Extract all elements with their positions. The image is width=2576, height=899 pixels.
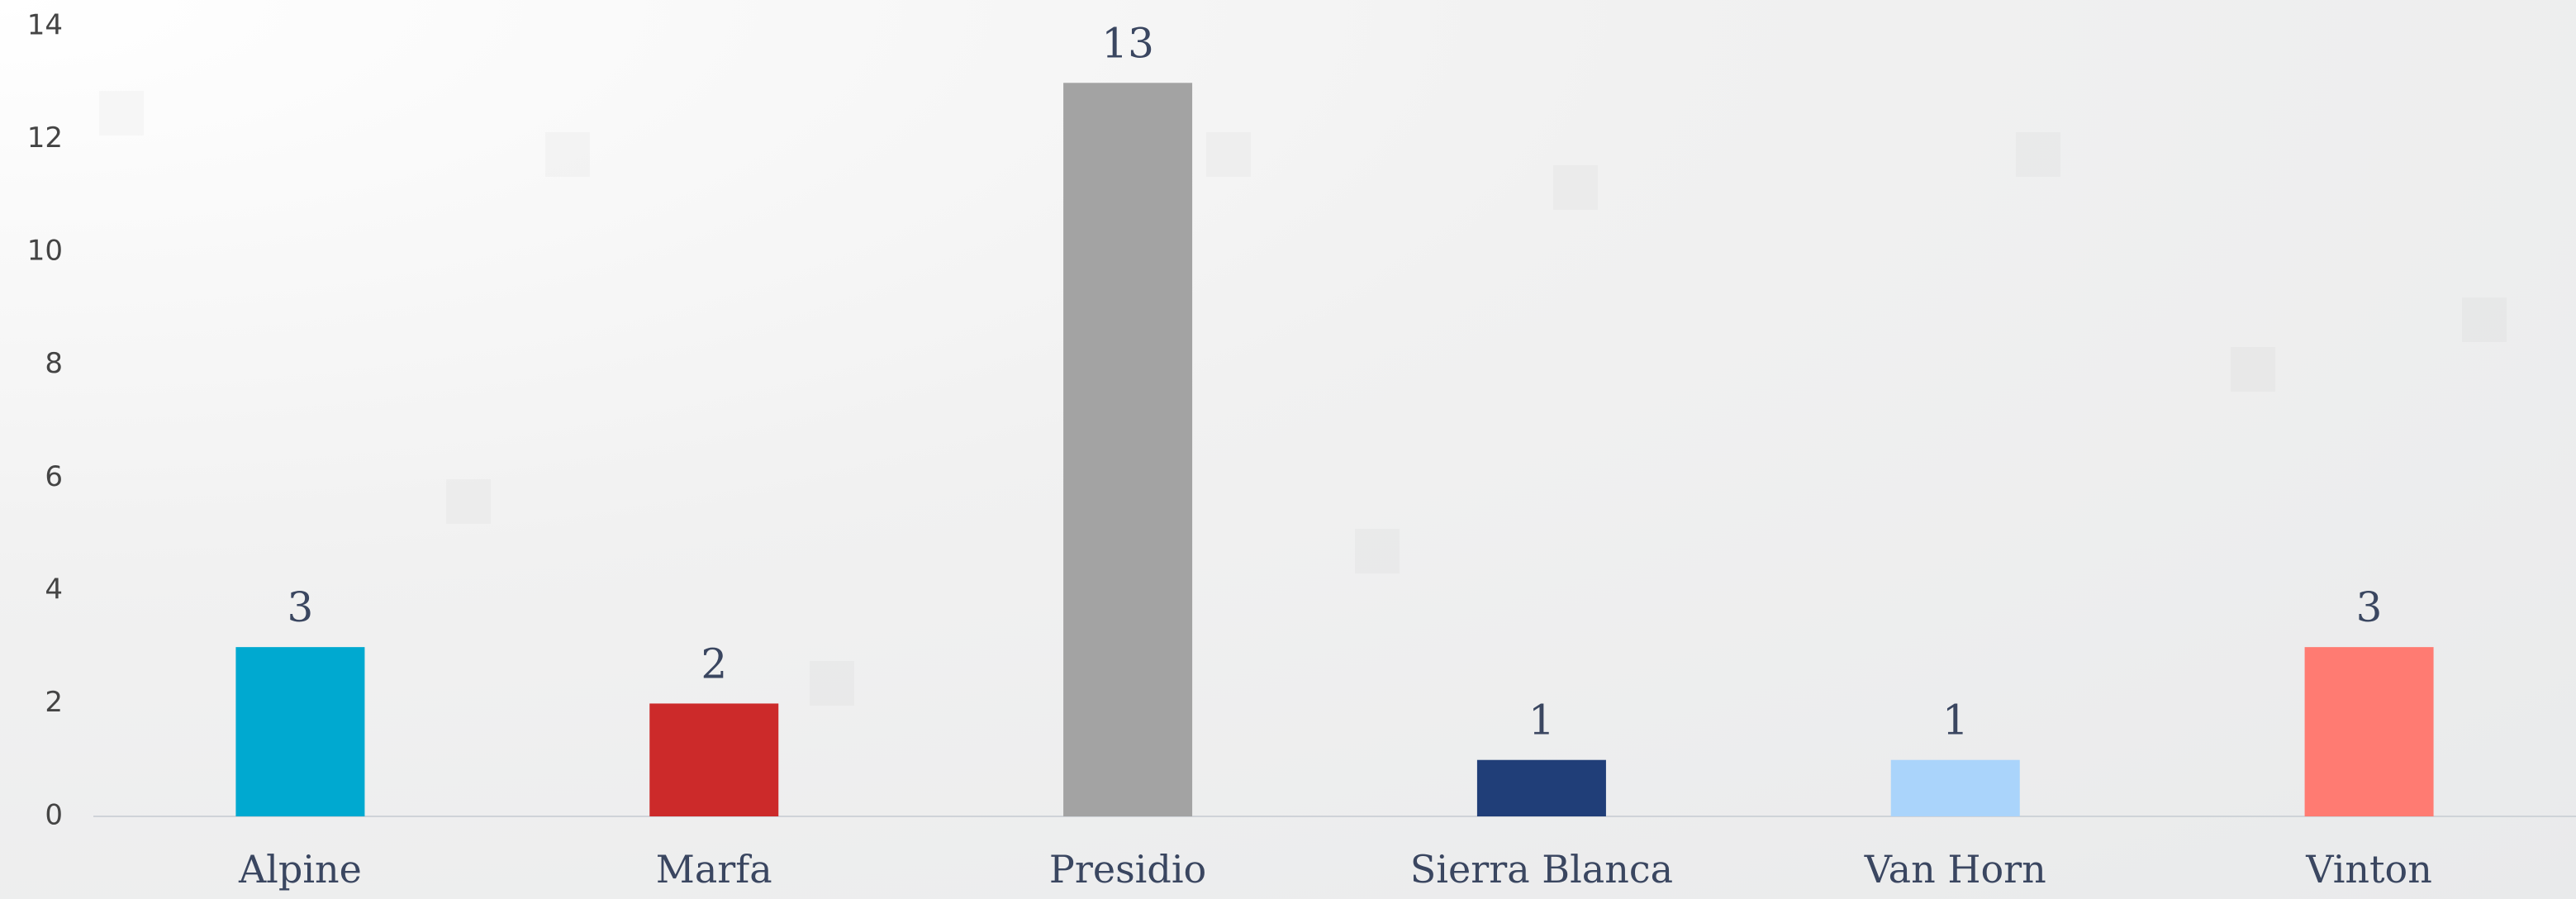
- x-tick-label: Vinton: [2305, 847, 2432, 892]
- y-tick-label: 6: [45, 460, 63, 493]
- y-tick-label: 8: [45, 347, 63, 380]
- y-tick-label: 14: [27, 9, 63, 42]
- x-tick-label: Presidio: [1049, 847, 1206, 892]
- bar: [1063, 83, 1193, 817]
- x-tick-label: Alpine: [238, 847, 362, 892]
- value-label: 1: [1942, 697, 1969, 744]
- y-tick-label: 10: [27, 235, 63, 268]
- value-label: 3: [288, 583, 314, 631]
- value-label: 2: [701, 640, 727, 687]
- y-tick-label: 0: [45, 799, 63, 832]
- value-label: 1: [1528, 697, 1555, 744]
- y-tick-label: 12: [27, 121, 63, 155]
- y-tick-label: 2: [45, 686, 63, 719]
- x-tick-label: Sierra Blanca: [1410, 847, 1673, 892]
- y-tick-label: 4: [45, 573, 63, 606]
- x-tick-label: Van Horn: [1864, 847, 2046, 892]
- bar: [235, 647, 365, 816]
- value-label: 13: [1101, 19, 1154, 67]
- x-tick-label: Marfa: [656, 847, 772, 892]
- bar: [1476, 759, 1606, 816]
- background-mosaic: [99, 91, 2507, 706]
- bar: [2304, 647, 2434, 816]
- bar: [649, 703, 779, 816]
- value-label: 3: [2356, 583, 2383, 631]
- bar: [1890, 759, 2020, 816]
